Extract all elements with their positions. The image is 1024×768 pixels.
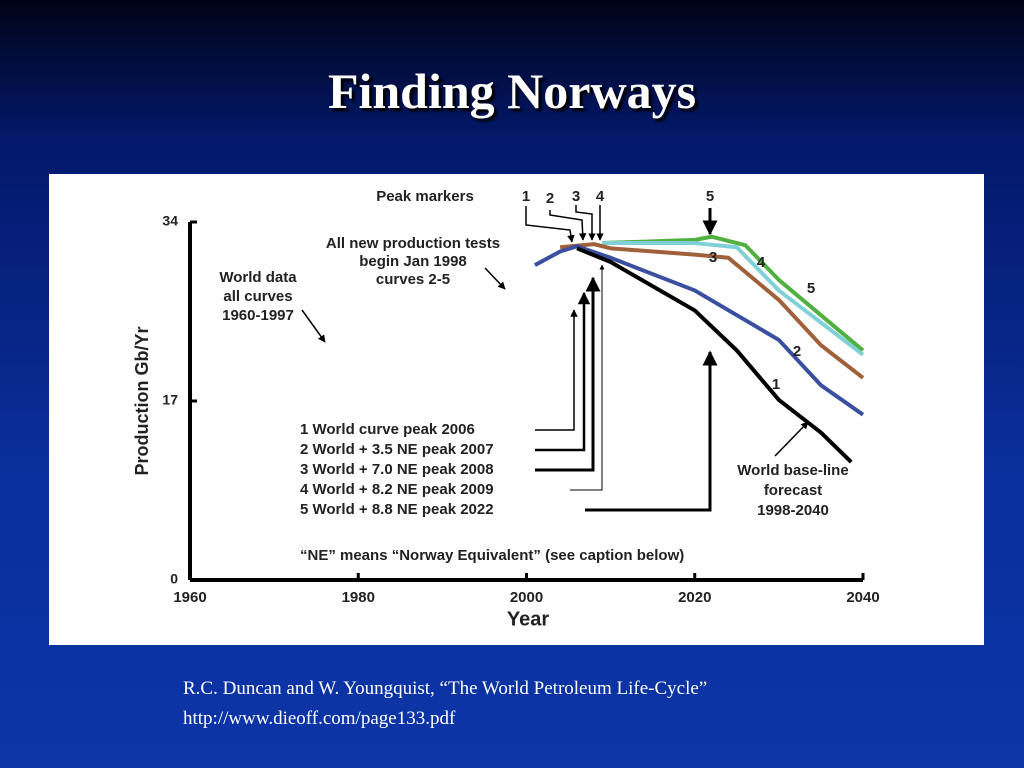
- x-tick-label: 2020: [678, 589, 711, 606]
- series-label: 5: [807, 280, 815, 297]
- annotation: 3 World + 7.0 NE peak 2008: [300, 461, 494, 478]
- annotation: 4: [596, 188, 605, 205]
- annotation: World base-line: [737, 462, 848, 479]
- annotation: 5 World + 8.8 NE peak 2022: [300, 501, 494, 518]
- series-label: 1: [772, 376, 780, 393]
- caption-url: http://www.dieoff.com/page133.pdf: [183, 708, 456, 729]
- x-tick-label: 2040: [846, 589, 879, 606]
- series-line: [602, 234, 865, 352]
- series-line: [533, 244, 865, 417]
- annotation: 5: [706, 188, 714, 205]
- annotation: forecast: [764, 482, 822, 499]
- annotation: 1998-2040: [757, 502, 829, 519]
- annotation: all curves: [223, 288, 292, 305]
- slide-title: Finding Norways: [327, 63, 697, 119]
- annotation: Peak markers: [376, 188, 474, 205]
- x-tick-label: 1980: [342, 589, 375, 606]
- y-tick-label: 17: [162, 392, 178, 408]
- x-tick-label: 2000: [510, 589, 543, 606]
- arrows: [301, 205, 809, 512]
- chart-background: [49, 174, 984, 645]
- series-line: [559, 242, 865, 380]
- annotation: 2 World + 3.5 NE peak 2007: [300, 441, 494, 458]
- annotation: 1960-1997: [222, 307, 294, 324]
- y-axis-label: Production Gb/Yr: [132, 326, 152, 475]
- annotation: All new production tests: [326, 235, 500, 252]
- annotation: 4 World + 8.2 NE peak 2009: [300, 481, 494, 498]
- annotation: 1: [522, 188, 530, 205]
- y-tick-label: 0: [170, 571, 178, 587]
- annotation: curves 2-5: [376, 271, 450, 288]
- annotation: 3: [572, 188, 580, 205]
- annotation: World data: [219, 269, 297, 286]
- annotation: 2: [546, 190, 554, 207]
- x-axis-label: Year: [507, 608, 549, 630]
- series-label: 3: [709, 249, 717, 266]
- annotation: “NE” means “Norway Equivalent” (see capt…: [300, 547, 684, 564]
- series-label: 4: [757, 254, 766, 271]
- y-tick-label: 34: [162, 213, 178, 229]
- series-label: 2: [793, 343, 801, 360]
- series-line: [576, 246, 853, 464]
- x-tick-label: 1960: [173, 589, 206, 606]
- annotation: begin Jan 1998: [359, 253, 467, 270]
- annotation: 1 World curve peak 2006: [300, 421, 475, 438]
- series-line: [602, 241, 865, 357]
- caption: R.C. Duncan and W. Youngquist, “The Worl…: [183, 678, 708, 699]
